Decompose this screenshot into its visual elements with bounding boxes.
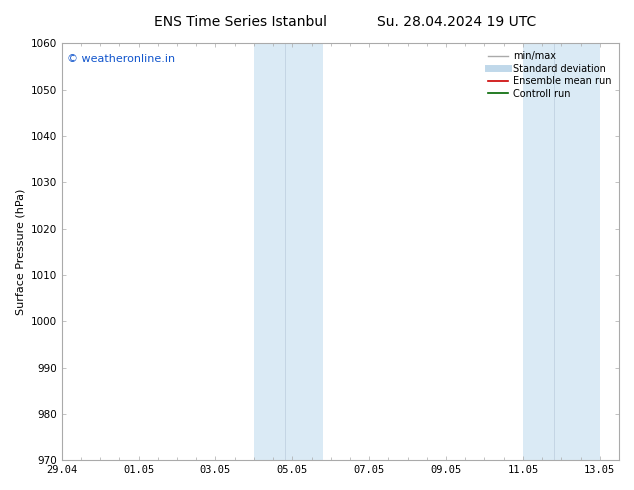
Text: Su. 28.04.2024 19 UTC: Su. 28.04.2024 19 UTC bbox=[377, 15, 536, 29]
Bar bbox=[553, 44, 600, 460]
Legend: min/max, Standard deviation, Ensemble mean run, Controll run: min/max, Standard deviation, Ensemble me… bbox=[486, 49, 614, 101]
Text: © weatheronline.in: © weatheronline.in bbox=[67, 54, 176, 64]
Bar bbox=[285, 44, 323, 460]
Bar bbox=[523, 44, 553, 460]
Text: ENS Time Series Istanbul: ENS Time Series Istanbul bbox=[155, 15, 327, 29]
Y-axis label: Surface Pressure (hPa): Surface Pressure (hPa) bbox=[15, 189, 25, 315]
Bar bbox=[254, 44, 285, 460]
